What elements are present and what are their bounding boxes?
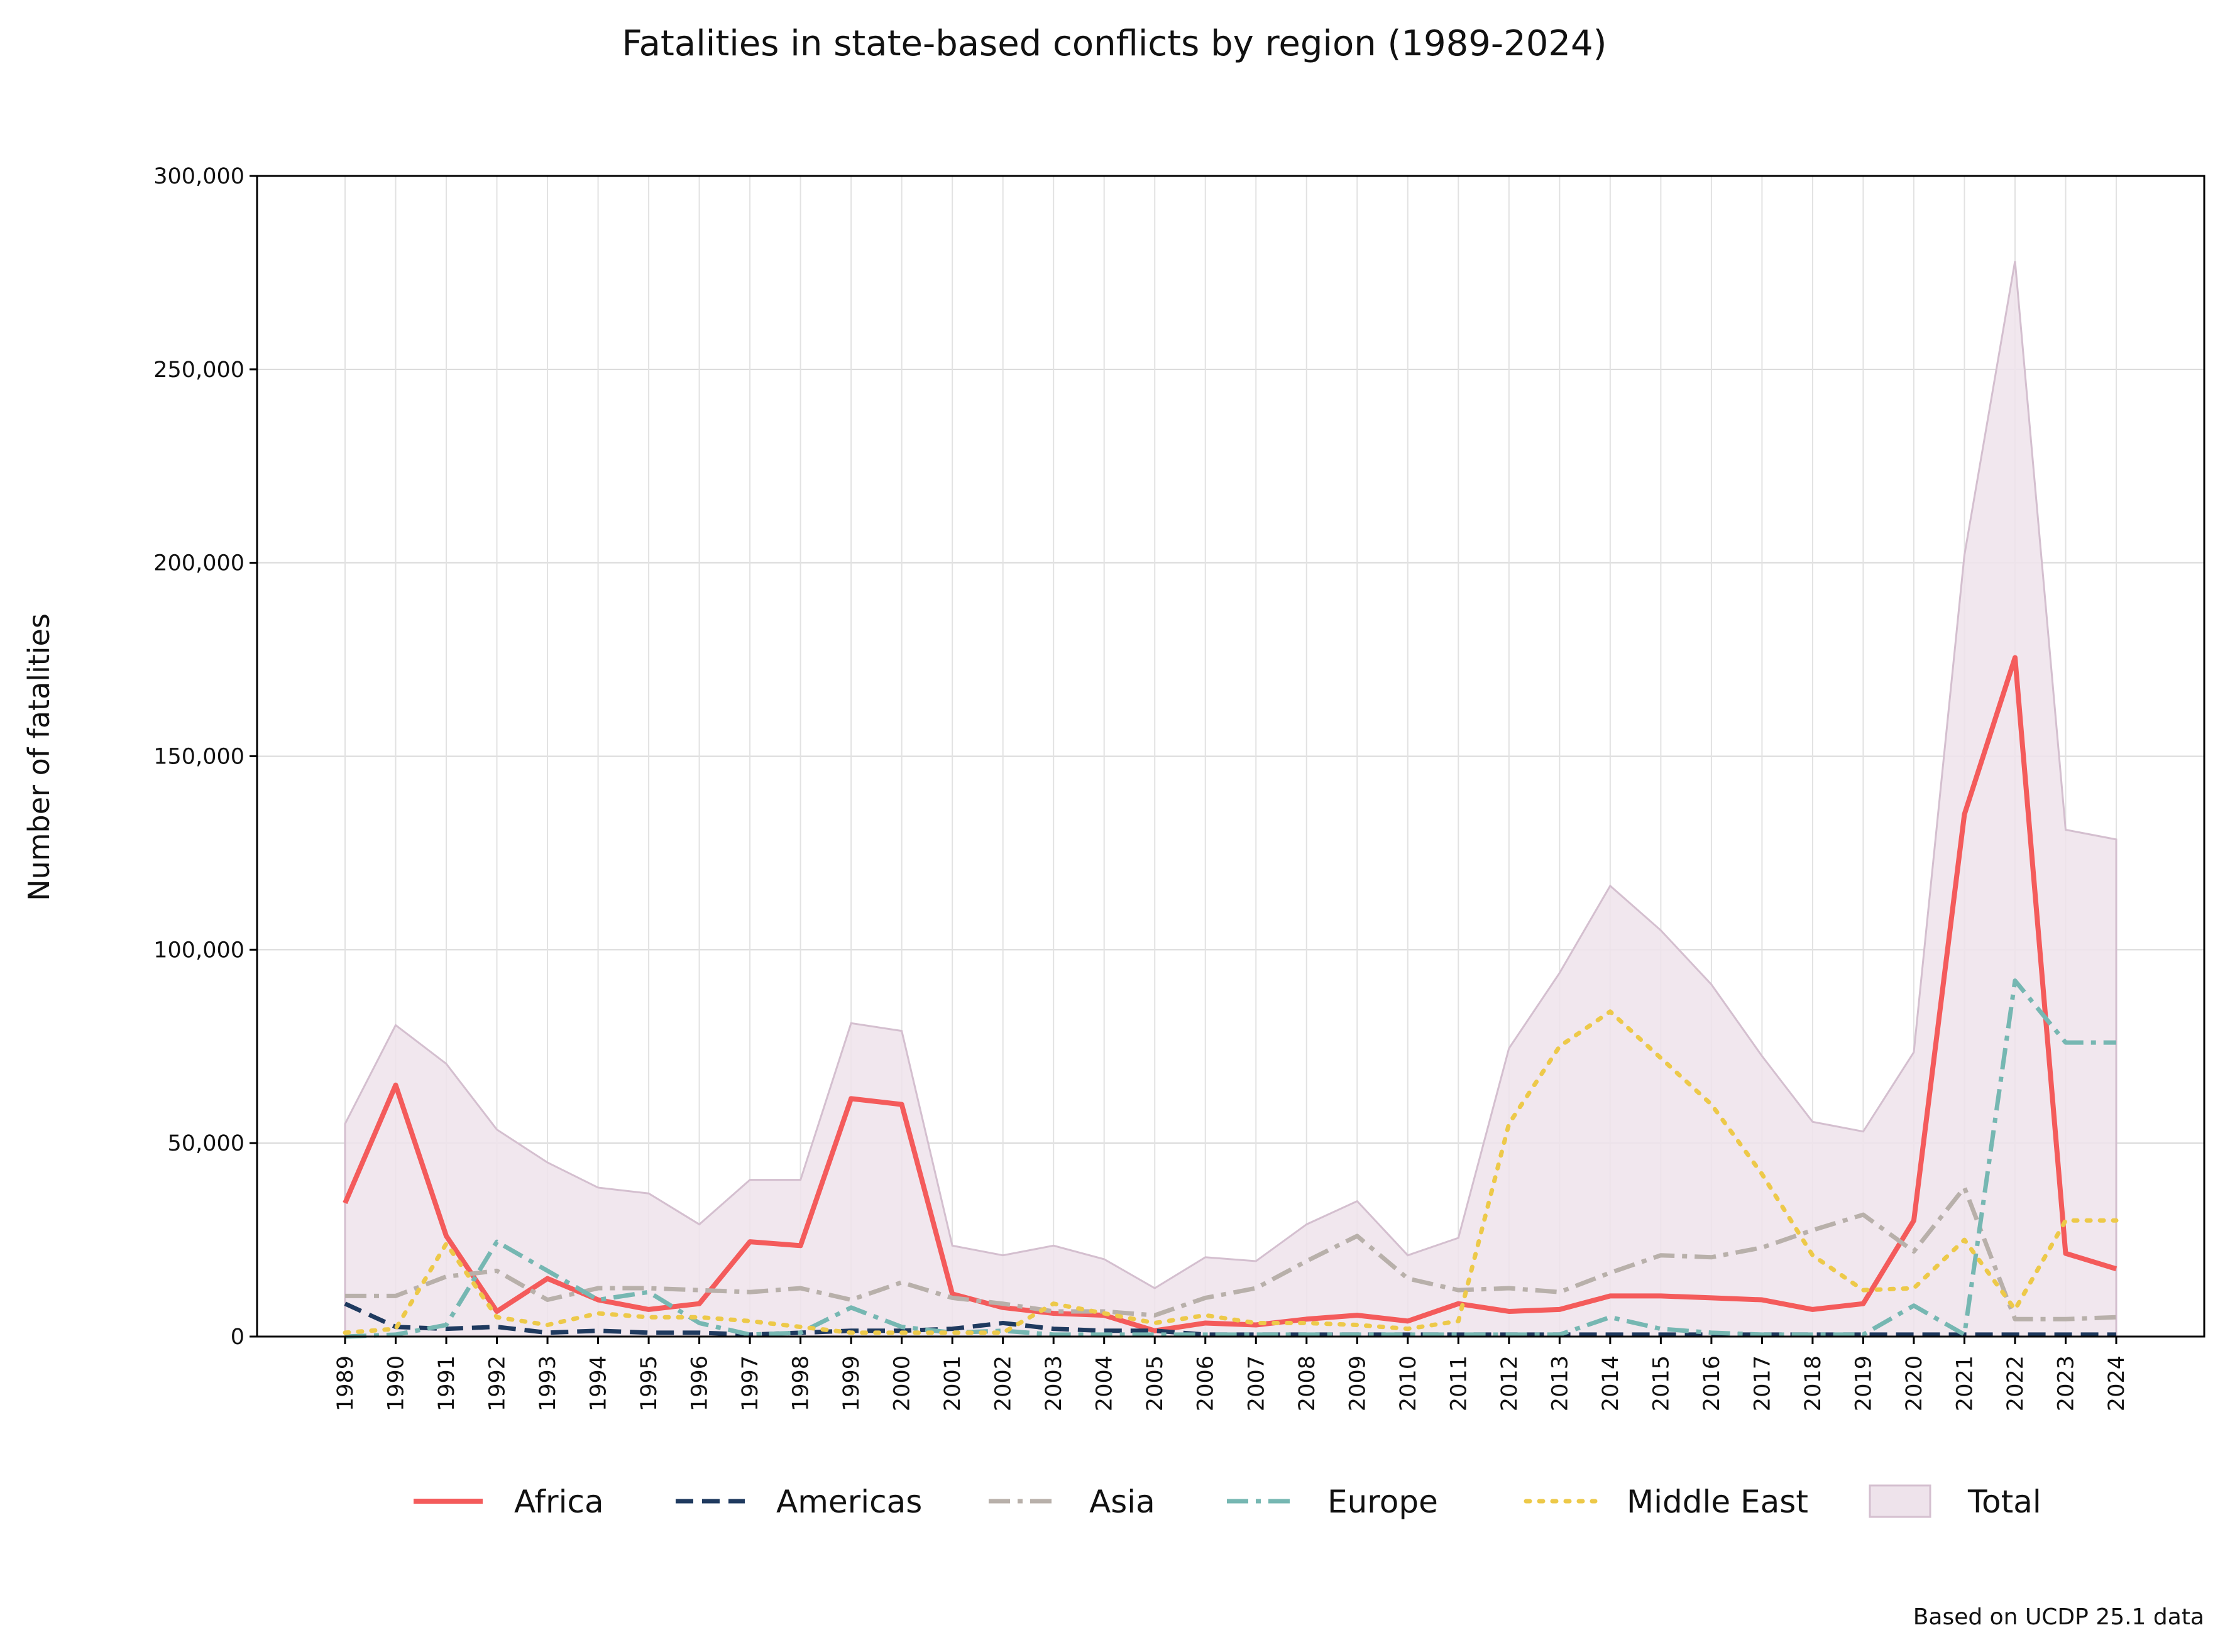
- x-axis: 1989 1990 1991 1992 1993 1994 1995 1996 1997 1998…: [333, 1337, 2129, 1411]
- legend-item-americas: Americas: [676, 1484, 922, 1520]
- x-tick-label: 2023: [2053, 1355, 2079, 1411]
- x-tick-label: 2006: [1194, 1355, 1219, 1411]
- x-tick-label: 1996: [688, 1355, 713, 1411]
- series-line-europe: [344, 978, 2116, 1339]
- x-tick-label: 2021: [1952, 1355, 1977, 1411]
- y-axis: 0 50,000 100,000 150,000 200,000 250,000 300,0…: [153, 164, 257, 1350]
- x-tick-label: 1992: [485, 1355, 510, 1411]
- x-tick-label: 2024: [2104, 1355, 2129, 1411]
- legend-swatch: [1869, 1484, 1931, 1518]
- x-tick-label: 1993: [536, 1355, 561, 1411]
- x-tick-label: 1989: [333, 1355, 358, 1411]
- legend-item-middle-east: Middle East: [1524, 1484, 1808, 1520]
- series-area-total: [344, 261, 2117, 1338]
- x-tick-label: 2001: [940, 1355, 965, 1411]
- x-tick-label: 1991: [434, 1355, 459, 1411]
- x-tick-label: 2005: [1143, 1355, 1168, 1411]
- total-area-layer: [344, 261, 2117, 1338]
- x-tick-label: 2012: [1497, 1355, 1522, 1411]
- x-tick-label: 1995: [637, 1355, 662, 1411]
- series-line-africa: [343, 655, 2117, 1333]
- x-tick-label: 2020: [1902, 1355, 1927, 1411]
- legend-item-asia: Asia: [989, 1484, 1155, 1520]
- x-tick-label: 2022: [2003, 1355, 2028, 1411]
- source-note: Based on UCDP 25.1 data: [1913, 1604, 2204, 1630]
- legend-label: Americas: [776, 1484, 922, 1520]
- legend-label: Europe: [1327, 1484, 1438, 1520]
- chart-title: Fatalities in state-based conflicts by r…: [622, 23, 1607, 64]
- legend-label: Africa: [514, 1484, 604, 1520]
- y-axis-label: Number of fatalities: [22, 613, 56, 901]
- x-tick-label: 2004: [1092, 1355, 1118, 1411]
- y-tick-label: 50,000: [168, 1131, 244, 1156]
- legend-item-europe: Europe: [1227, 1484, 1438, 1520]
- legend-label: Middle East: [1627, 1484, 1808, 1520]
- x-tick-label: 2000: [890, 1355, 915, 1411]
- legend-item-total: Total: [1869, 1484, 2041, 1520]
- x-tick-label: 2010: [1396, 1355, 1421, 1411]
- x-tick-label: 2016: [1700, 1355, 1725, 1411]
- legend-label: Total: [1967, 1484, 2041, 1520]
- x-tick-label: 2019: [1851, 1355, 1876, 1411]
- legend-label: Asia: [1089, 1484, 1155, 1520]
- series-line-middle-east: [343, 1009, 2119, 1335]
- x-tick-label: 1994: [586, 1355, 612, 1411]
- y-tick-label: 300,000: [153, 164, 244, 189]
- x-tick-label: 1999: [839, 1355, 864, 1411]
- legend: Africa Americas Asia Europe Middle East Total: [414, 1484, 2041, 1520]
- x-tick-label: 2009: [1345, 1355, 1370, 1411]
- legend-item-africa: Africa: [414, 1484, 604, 1520]
- y-tick-label: 150,000: [153, 745, 244, 770]
- x-tick-label: 2011: [1446, 1355, 1471, 1411]
- x-tick-label: 2007: [1244, 1355, 1269, 1411]
- x-tick-label: 1998: [789, 1355, 814, 1411]
- y-tick-label: 200,000: [153, 551, 244, 576]
- x-tick-label: 2013: [1547, 1355, 1573, 1411]
- y-tick-label: 0: [231, 1325, 244, 1350]
- series-lines-layer: [343, 655, 2119, 1339]
- x-tick-label: 2017: [1750, 1355, 1775, 1411]
- x-tick-label: 2014: [1598, 1355, 1623, 1411]
- x-tick-label: 2003: [1041, 1355, 1067, 1411]
- x-tick-label: 2015: [1649, 1355, 1674, 1411]
- x-tick-label: 2002: [991, 1355, 1016, 1411]
- x-tick-label: 1997: [738, 1355, 763, 1411]
- x-tick-label: 2018: [1801, 1355, 1826, 1411]
- series-line-asia: [345, 1185, 2117, 1321]
- x-tick-label: 2008: [1295, 1355, 1320, 1411]
- x-tick-label: 1990: [384, 1355, 409, 1411]
- y-tick-label: 250,000: [153, 358, 244, 383]
- y-tick-label: 100,000: [153, 938, 244, 963]
